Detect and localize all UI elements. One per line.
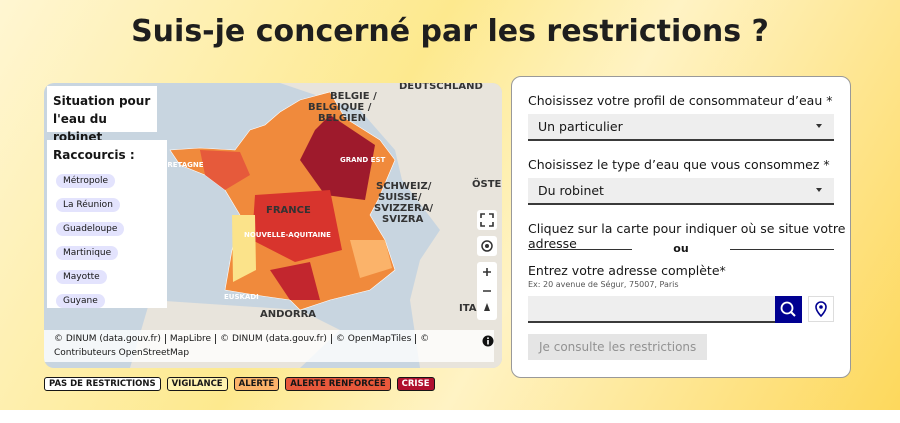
field-label: Choisissez votre profil de consommateur …: [528, 93, 833, 108]
shortcut-button[interactable]: Guadeloupe: [56, 222, 125, 236]
region: [200, 150, 250, 190]
map-label: FRANCE: [266, 205, 311, 216]
region: [232, 215, 256, 282]
search-form: Choisissez votre profil de consommateur …: [511, 76, 851, 378]
shortcut-button[interactable]: Guyane: [56, 294, 105, 308]
address-input[interactable]: [528, 296, 775, 323]
map-label: SUISSE/: [378, 192, 422, 203]
map[interactable]: Situation pour l'eau du robinet Raccourc…: [44, 83, 502, 368]
or-text: ou: [673, 242, 689, 255]
legend-badge: PAS DE RESTRICTIONS: [44, 377, 161, 391]
field-hint: Ex: 20 avenue de Ségur, 75007, Paris: [528, 280, 679, 289]
legend: PAS DE RESTRICTIONS VIGILANCE ALERTE ALERTE…: [44, 377, 435, 391]
page-title: Suis-je concerné par les restrictions ?: [131, 14, 769, 49]
map-label: BELGIEN: [318, 113, 366, 124]
submit-button[interactable]: Je consulte les restrictions: [528, 334, 708, 360]
legend-badge: CRISE: [396, 377, 435, 391]
map-label: SCHWEIZ/: [376, 181, 432, 192]
geolocate-button[interactable]: [477, 236, 497, 256]
zoom-controls: [477, 262, 497, 320]
info-icon[interactable]: [482, 335, 494, 347]
separator: [730, 249, 834, 250]
map-label: DEUTSCHLAND: [399, 83, 483, 92]
legend-badge: VIGILANCE: [166, 377, 228, 391]
field-label: Choisissez le type d’eau que vous consom…: [528, 157, 830, 172]
region: [350, 240, 392, 278]
map-label: GRAND EST: [340, 156, 386, 164]
land: [280, 83, 502, 368]
footer-band: [0, 410, 900, 423]
profile-select[interactable]: Un particulier: [528, 114, 834, 141]
map-label: BELGIE /: [330, 91, 377, 102]
shortcut-button[interactable]: Mayotte: [56, 270, 107, 284]
attribution: © DINUM (data.gouv.fr) MapLibre © DINUM (d…: [44, 330, 494, 362]
map-label: NOUVELLE-AQUITAINE: [244, 231, 331, 239]
locate-button[interactable]: [808, 296, 834, 322]
field-label: Entrez votre adresse complète*: [528, 263, 726, 278]
map-label: SVIZRA: [382, 214, 424, 225]
attribution-link[interactable]: © DINUM (data.gouv.fr): [215, 334, 327, 344]
map-label: BELGIQUE /: [308, 102, 372, 113]
legend-badge: ALERTE: [233, 377, 280, 391]
attribution-link: © DINUM (data.gouv.fr): [54, 334, 161, 344]
shortcuts-panel: Raccourcis : Métropole La Réunion Guadelou…: [47, 140, 167, 308]
map-label: EUSKADI: [224, 293, 259, 301]
shortcuts-title: Raccourcis :: [53, 148, 135, 162]
water-select[interactable]: Du robinet: [528, 178, 834, 205]
map-hint: Cliquez sur la carte pour indiquer où se…: [528, 221, 846, 251]
search-button[interactable]: [775, 296, 802, 323]
separator: [528, 249, 632, 250]
fullscreen-button[interactable]: [477, 210, 497, 230]
map-label: BRETAGNE: [162, 161, 204, 169]
shortcut-button[interactable]: Martinique: [56, 246, 119, 260]
attribution-link[interactable]: © Contributeurs OpenStreetMap: [54, 334, 430, 358]
map-label: ITA: [459, 303, 477, 314]
map-label: SVIZZERA/: [374, 203, 434, 214]
region: [270, 262, 320, 300]
map-label: ÖSTER: [472, 179, 502, 190]
attribution-link[interactable]: MapLibre: [164, 334, 212, 344]
region: [252, 190, 342, 262]
region: [300, 115, 375, 200]
attribution-link[interactable]: © OpenMapTiles: [330, 334, 412, 344]
shortcut-button[interactable]: La Réunion: [56, 198, 120, 212]
legend-badge: ALERTE RENFORCÉE: [285, 377, 391, 391]
map-label: ANDORRA: [260, 309, 317, 320]
shortcut-button[interactable]: Métropole: [56, 174, 116, 188]
map-panel-title: Situation pour l'eau du robinet: [47, 86, 157, 144]
